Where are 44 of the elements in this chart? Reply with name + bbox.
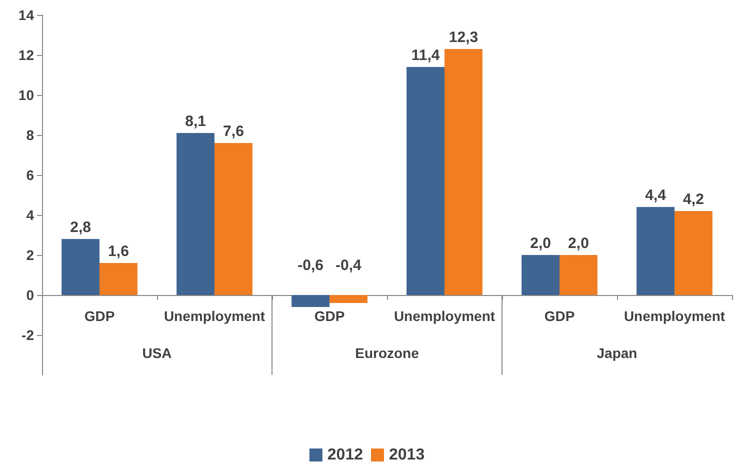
bar [214,143,252,295]
legend-label: 2012 [327,446,364,464]
x-tick-label: GDP [314,308,345,324]
y-tick-label: 0 [26,287,34,303]
annotation: USA [142,345,172,361]
legend-label: 2013 [389,446,425,464]
data-label: 2,0 [530,235,551,252]
bar [444,49,482,295]
data-label: -0,4 [336,257,362,274]
bar [292,295,330,307]
y-tick-label: 2 [26,247,34,263]
x-tick-label: GDP [544,308,575,324]
y-tick-label: 6 [26,167,34,183]
y-tick-label: 14 [18,7,34,23]
data-label: 1,6 [108,243,129,260]
x-tick-label: GDP [84,308,115,324]
data-label: 4,2 [683,191,704,208]
bar [406,67,444,295]
data-label: 11,4 [411,47,440,64]
y-tick-label: 10 [18,87,34,103]
bar [62,239,100,295]
bar [176,133,214,295]
y-tick-label: 12 [18,47,34,63]
y-tick-label: 8 [26,127,34,143]
annotation: Eurozone [355,345,419,361]
bar [560,255,598,295]
data-label: 2,8 [70,219,91,236]
data-label: 12,3 [448,29,478,46]
data-label: 4,4 [645,187,667,204]
data-label: 8,1 [185,113,206,130]
x-tick-label: Unemployment [164,308,266,324]
annotation: Japan [596,345,638,361]
data-label: 2,0 [568,235,589,252]
x-tick-label: Unemployment [394,308,496,324]
y-tick-label: -2 [22,327,34,343]
bar [674,211,712,295]
y-tick-label: 4 [26,207,34,223]
bar [330,295,368,303]
data-label: -0,6 [298,257,324,274]
data-label: 7,6 [223,123,244,140]
bar [522,255,560,295]
bar [636,207,674,295]
bar [100,263,138,295]
x-tick-label: Unemployment [624,308,726,324]
